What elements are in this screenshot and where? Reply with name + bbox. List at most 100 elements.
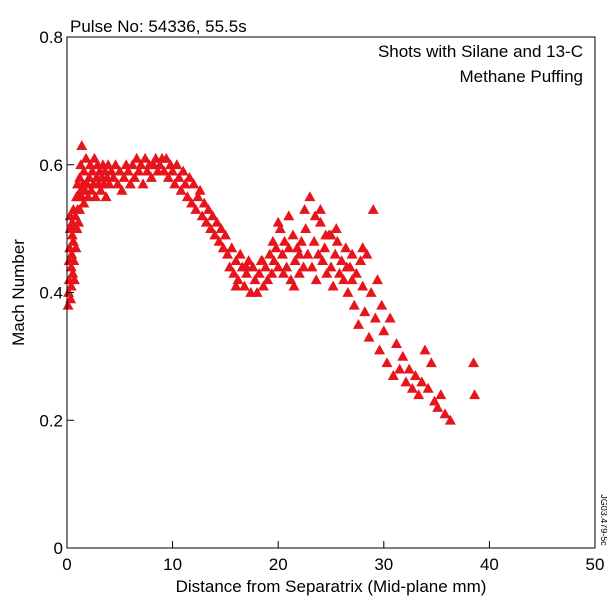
data-point [100, 191, 112, 202]
data-point [369, 312, 381, 323]
data-point [270, 242, 282, 253]
data-point [105, 165, 117, 176]
data-point [103, 178, 115, 189]
x-tick-label: 40 [480, 555, 499, 574]
data-point [350, 267, 362, 278]
data-point [359, 306, 371, 317]
data-point [145, 172, 157, 182]
data-point [333, 267, 345, 278]
data-point [336, 255, 348, 265]
data-point [171, 159, 183, 170]
data-point [264, 248, 276, 259]
data-point [371, 274, 383, 285]
data-point [62, 299, 74, 310]
data-point [190, 203, 202, 214]
data-point [217, 242, 229, 253]
data-point [114, 165, 126, 176]
data-point [274, 223, 286, 234]
data-point [262, 274, 274, 285]
data-point [346, 274, 358, 285]
data-point [253, 267, 265, 278]
data-point [179, 178, 191, 189]
data-point [213, 235, 225, 246]
data-point [367, 203, 379, 214]
data-point [131, 152, 143, 163]
data-point [66, 229, 78, 240]
data-point [84, 159, 96, 170]
data-point [66, 248, 78, 259]
data-point [124, 178, 136, 189]
data-point [200, 216, 212, 227]
y-tick-label: 0.2 [39, 411, 63, 430]
y-tick-label: 0.8 [39, 28, 63, 47]
data-point [419, 344, 431, 355]
data-point [260, 261, 272, 272]
data-point [325, 261, 337, 272]
data-point [126, 159, 138, 170]
data-point [302, 248, 314, 259]
axis-ticks: 0 10 20 30 40 50 0 0.2 0.4 0.6 0.8 [39, 28, 604, 574]
data-point [73, 216, 85, 227]
annotation-line-1: Shots with Silane and 13-C [378, 42, 583, 61]
y-axis-label: Mach Number [9, 239, 28, 346]
data-point [232, 274, 244, 285]
data-point [300, 223, 312, 234]
x-tick-label: 0 [62, 555, 71, 574]
data-point [222, 248, 234, 259]
y-tick-label: 0.6 [39, 156, 63, 175]
data-point [228, 267, 240, 278]
data-point [317, 255, 329, 265]
x-tick-label: 20 [269, 555, 288, 574]
data-point [422, 382, 434, 393]
data-point [289, 255, 301, 265]
x-axis-label: Distance from Separatrix (Mid-plane mm) [176, 577, 487, 596]
data-point [272, 261, 284, 272]
data-point [346, 248, 358, 259]
data-point [162, 172, 174, 182]
data-point [266, 267, 278, 278]
data-point [110, 159, 122, 170]
data-point [215, 223, 227, 234]
data-point [340, 242, 352, 253]
data-point [299, 203, 311, 214]
figure-id: JG03.479-5c [599, 494, 607, 546]
data-point [468, 357, 480, 368]
data-point [82, 191, 94, 202]
data-point [283, 210, 295, 221]
data-point [74, 203, 86, 214]
data-point [425, 357, 437, 368]
x-tick-label: 50 [586, 555, 605, 574]
data-point [444, 414, 456, 425]
data-point [169, 178, 181, 189]
data-point [310, 274, 322, 285]
data-point [314, 203, 326, 214]
data-point [287, 229, 299, 240]
data-point [122, 165, 134, 176]
data-point [65, 293, 77, 304]
data-point [288, 280, 300, 291]
data-point [76, 140, 88, 150]
data-point [267, 235, 279, 246]
data-point [167, 165, 179, 176]
data-point [243, 255, 255, 265]
data-point [63, 287, 75, 297]
data-point [283, 242, 295, 253]
annotation-line-2: Methane Puffing [460, 67, 584, 86]
data-point [298, 261, 310, 272]
data-point [154, 159, 166, 170]
data-point [90, 191, 102, 202]
data-point [211, 216, 223, 227]
data-point [327, 280, 339, 291]
data-point [416, 376, 428, 387]
data-point [403, 363, 415, 374]
data-point [435, 389, 447, 400]
data-point [71, 223, 83, 234]
data-point [175, 184, 187, 195]
data-point [238, 280, 250, 291]
data-point [409, 370, 421, 380]
data-point [338, 274, 350, 285]
data-point [381, 357, 393, 368]
data-point [194, 184, 206, 195]
data-point [277, 267, 289, 278]
data-point [325, 229, 337, 240]
